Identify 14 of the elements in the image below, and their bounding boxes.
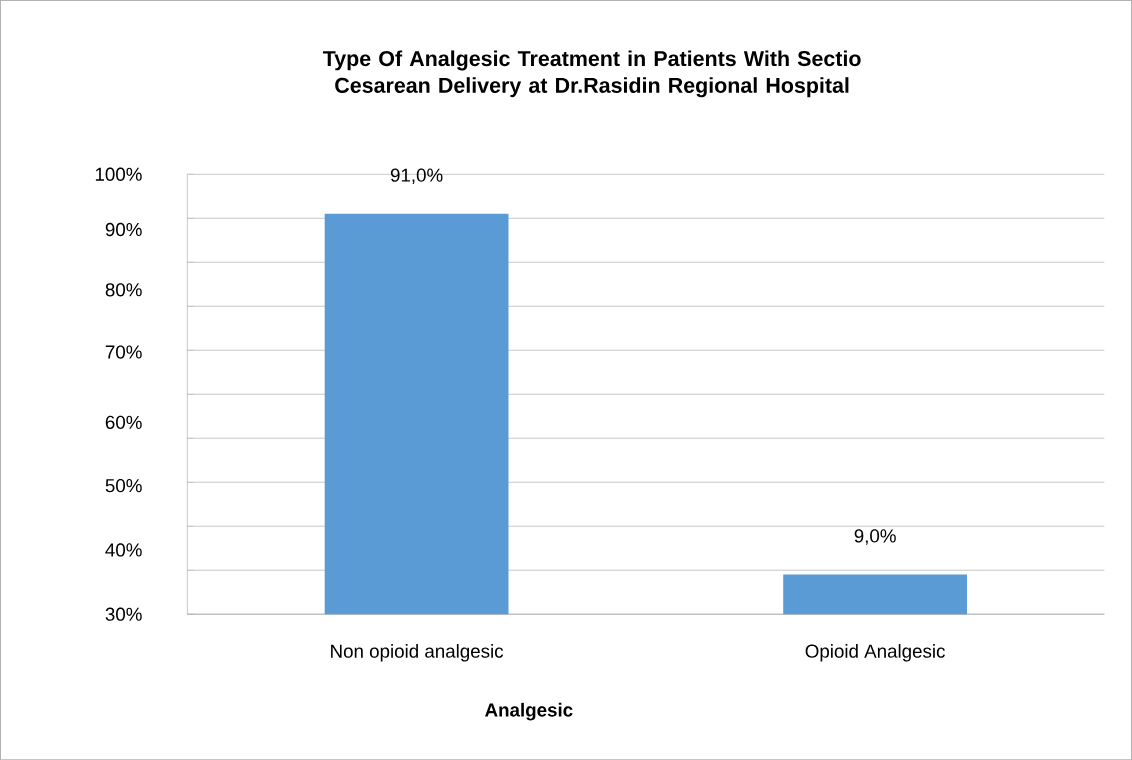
text: 80%	[105, 282, 142, 297]
text: 40%	[105, 543, 142, 557]
x-tick-label: Non opioid analgesic	[331, 643, 504, 662]
text: 30%	[105, 607, 142, 621]
text: 70%	[105, 345, 142, 359]
x-axis-title: Analgesic	[485, 702, 573, 721]
x-tick-label: Opioid Analgesic	[805, 643, 945, 662]
text: 100%	[95, 167, 142, 181]
data-label: 91,0%	[390, 168, 443, 184]
data-label: 9,0%	[854, 529, 896, 545]
text: 50%	[105, 478, 142, 493]
chart-title: Type Of Analgesic Treatment in Patients With Sectio Cesarean Delivery at Dr.Rasidin Regional Hospital	[322, 50, 861, 98]
text: 60%	[105, 415, 142, 429]
text: 90%	[105, 222, 142, 236]
